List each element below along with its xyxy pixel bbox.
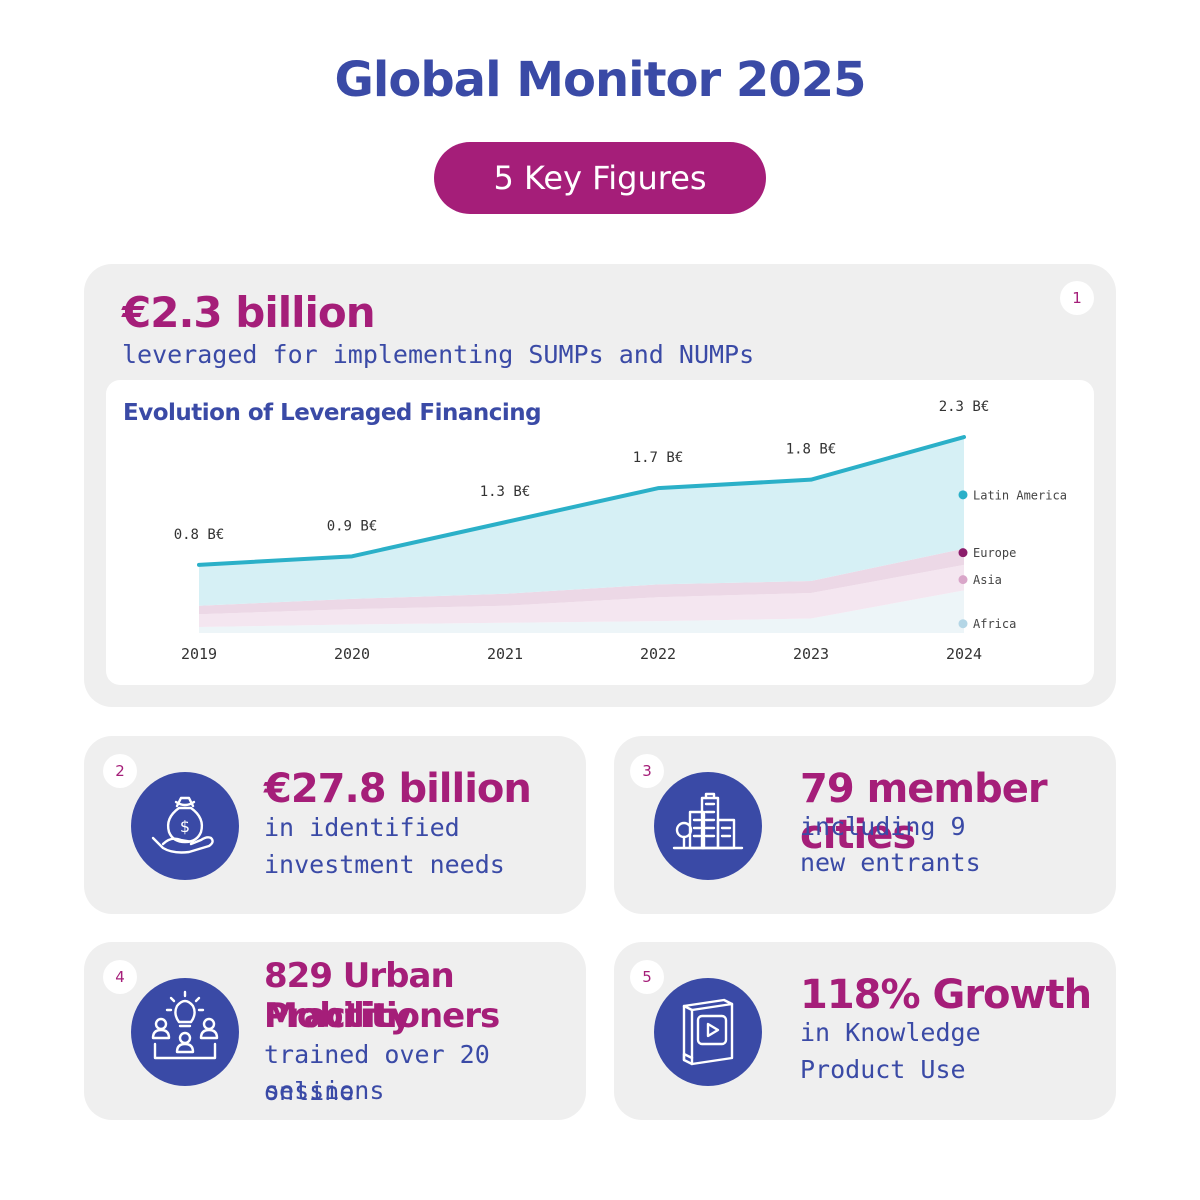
card-number-badge: 2 [103, 754, 137, 788]
card-headline-line2: Practitioners [264, 996, 500, 1036]
card-number-badge: 3 [630, 754, 664, 788]
card-member-cities: 3 79 member cities including 9 new entra… [614, 736, 1116, 914]
total-label-2022: 1.7 B€ [633, 450, 684, 466]
total-label-2024: 2.3 B€ [939, 399, 990, 415]
x-tick-2020: 2020 [334, 645, 370, 663]
x-tick-2024: 2024 [946, 645, 982, 663]
card-number-badge: 1 [1060, 281, 1094, 315]
card-practitioners: 4 829 Urban Mobility Practitioners train… [84, 942, 586, 1120]
total-label-2020: 0.9 B€ [327, 518, 378, 534]
card-headline: 79 member cities [800, 766, 1048, 858]
page-title: Global Monitor 2025 [334, 52, 866, 108]
total-line [197, 435, 966, 567]
chart-title: Evolution of Leveraged Financing [123, 400, 542, 426]
x-tick-2023: 2023 [793, 645, 829, 663]
legend-dot-asia [958, 575, 968, 585]
card-headline: €27.8 billion [264, 766, 532, 812]
card-description-line2: Product Use [800, 1055, 966, 1084]
total-label-2019: 0.8 B€ [174, 527, 225, 543]
legend-dot-europe [958, 548, 968, 558]
legend-label-africa: Africa [973, 617, 1016, 631]
card-description-line1: trained over 20 online [264, 1040, 490, 1106]
area-latin-america [199, 437, 964, 606]
card-knowledge-growth: 5 118% Growth in Knowledge Product Use [614, 942, 1116, 1120]
card-description-line2: sessions [264, 1076, 385, 1105]
area-europe [199, 548, 964, 615]
card-description: leveraged for implementing SUMPs and NUM… [122, 340, 755, 369]
card-description-line2: investment needs [264, 850, 505, 879]
idea-group-icon [131, 978, 239, 1086]
card-description-line1: including 9 [800, 812, 966, 841]
x-tick-2021: 2021 [487, 645, 523, 663]
chart-panel: Evolution of Leveraged Financing 0.8 B€ 0… [106, 380, 1094, 685]
city-buildings-icon [654, 772, 762, 880]
money-bag-hand-icon: $ [131, 772, 239, 880]
legend-label-latin-america: Latin America [973, 488, 1067, 502]
video-book-icon [654, 978, 762, 1086]
legend-label-europe: Europe [973, 546, 1016, 560]
total-label-2023: 1.8 B€ [786, 442, 837, 458]
area-asia [199, 564, 964, 628]
card-headline: €2.3 billion [122, 288, 376, 337]
card-description-line1: in identified [264, 813, 460, 842]
card-description-line1: in Knowledge [800, 1018, 981, 1047]
card-description-line2: new entrants [800, 848, 981, 877]
card-headline: 118% Growth [800, 972, 1092, 1018]
legend-dot-africa [958, 619, 968, 629]
area-africa [199, 590, 964, 633]
legend-dot-latin-america [958, 490, 968, 500]
card-investment-needs: 2 $ €27.8 billion in identified investme… [84, 736, 586, 914]
x-tick-2019: 2019 [181, 645, 217, 663]
key-figures-pill: 5 Key Figures [434, 142, 766, 214]
x-tick-2022: 2022 [640, 645, 676, 663]
card-number-badge: 4 [103, 960, 137, 994]
card-headline-line1: 829 Urban Mobility [264, 956, 455, 1036]
total-label-2021: 1.3 B€ [480, 484, 531, 500]
card-number-badge: 5 [630, 960, 664, 994]
svg-text:$: $ [180, 817, 190, 836]
legend-label-asia: Asia [973, 573, 1002, 587]
financing-area-chart: 0.8 B€ 0.9 B€ 1.3 B€ 1.7 B€ 1.8 B€ 2.3 B€ 2019… [174, 399, 1067, 663]
